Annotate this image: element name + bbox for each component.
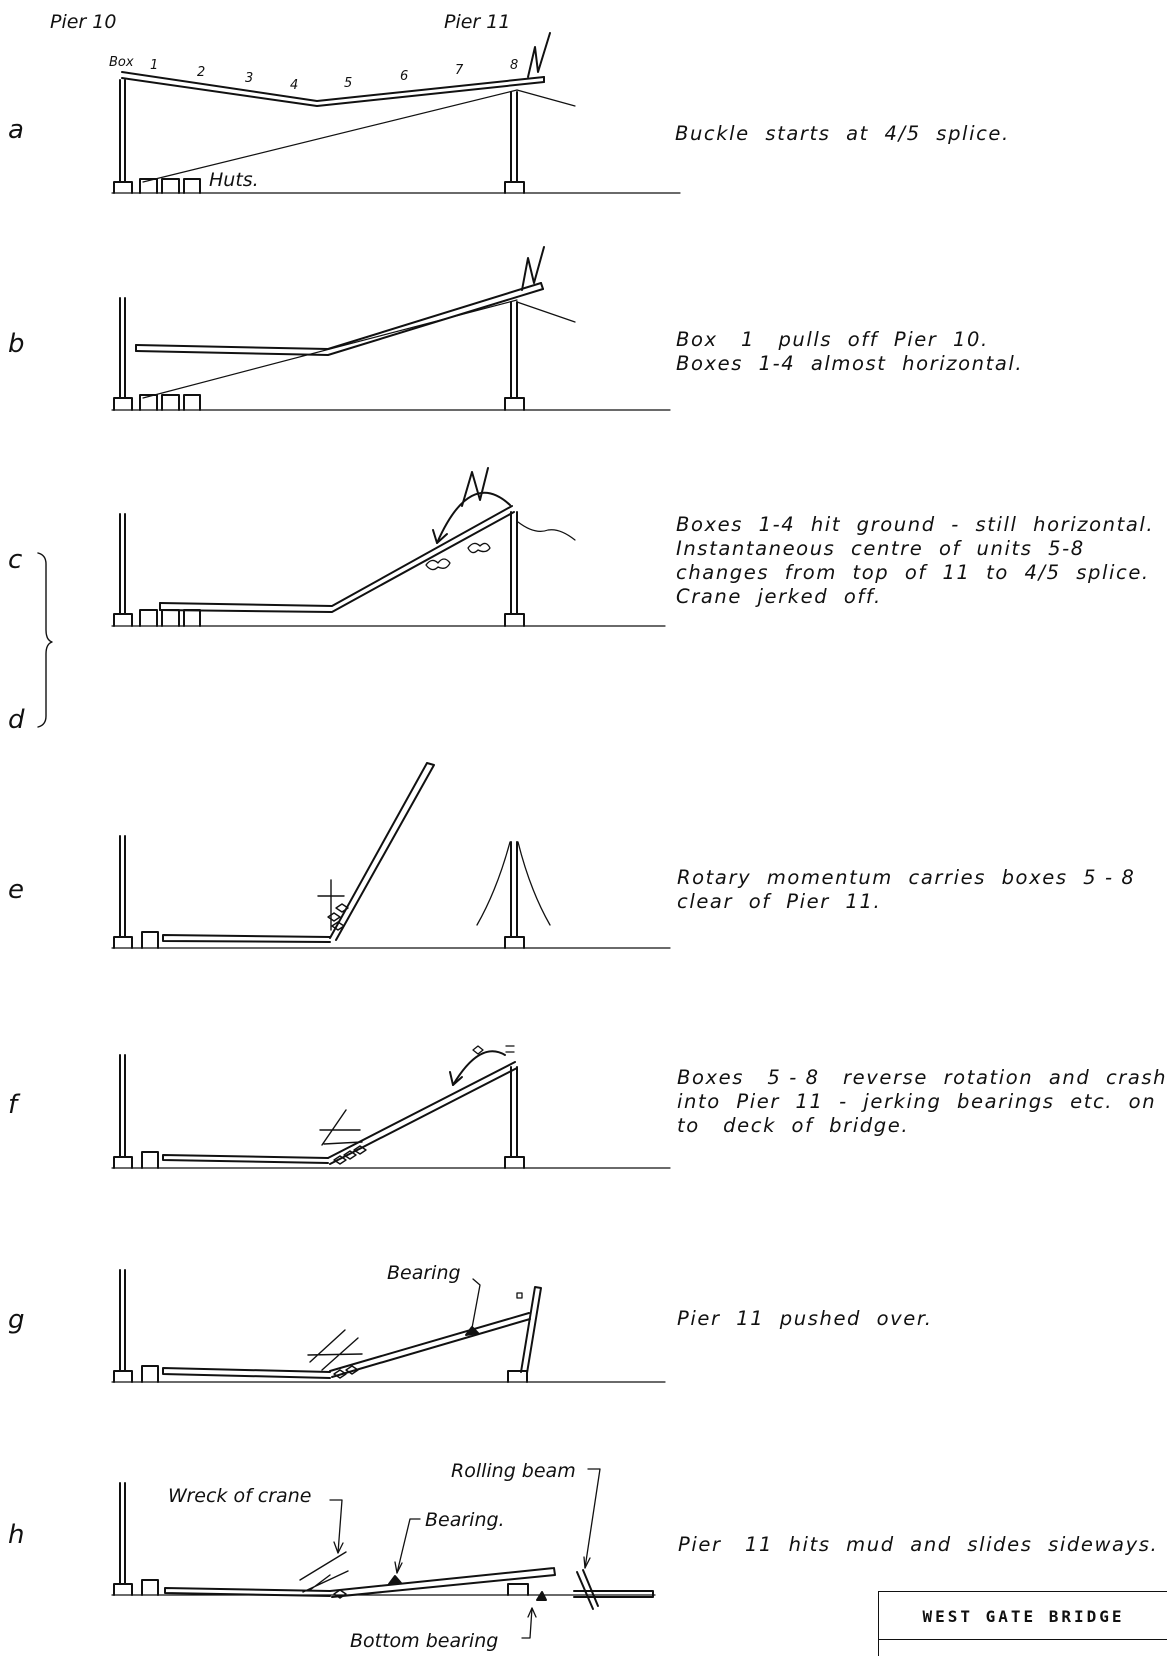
deck-span-h bbox=[164, 1567, 556, 1598]
bearing-marker-h bbox=[388, 1575, 402, 1585]
stay-line-right-a bbox=[516, 89, 576, 107]
huts-a bbox=[139, 178, 201, 194]
box-number-7: 7 bbox=[455, 63, 464, 78]
stay-line-right-b bbox=[516, 301, 576, 323]
bottom-bearing-leader-h bbox=[521, 1607, 533, 1639]
box-number-2: 2 bbox=[197, 65, 205, 80]
box-number-4: 4 bbox=[290, 78, 298, 93]
crane-a bbox=[527, 32, 551, 78]
box-number-5: 5 bbox=[344, 76, 352, 91]
crane-wreck-f bbox=[319, 1109, 367, 1165]
crane-wreck-g bbox=[307, 1329, 363, 1379]
rotation-arrow-f bbox=[452, 1050, 506, 1086]
huts-c bbox=[139, 609, 201, 627]
pier-11-f bbox=[504, 1066, 525, 1169]
pier-11-label: Pier 11 bbox=[444, 11, 510, 33]
bearing-box-g bbox=[516, 1292, 523, 1299]
wreck-of-crane-label: Wreck of crane bbox=[168, 1485, 311, 1507]
step-letter-a: a bbox=[8, 115, 24, 145]
deck-span-f bbox=[162, 1061, 518, 1165]
step-letter-d: d bbox=[8, 705, 25, 735]
pier-10-c bbox=[113, 513, 133, 627]
pier-10-h bbox=[113, 1482, 133, 1596]
step-letter-g: g bbox=[8, 1305, 25, 1335]
rolling-beam-h bbox=[573, 1569, 654, 1610]
stage-c-drawing bbox=[111, 467, 666, 627]
rolling-beam-leader-h bbox=[584, 1468, 601, 1569]
rolling-beam-label: Rolling beam bbox=[451, 1460, 576, 1482]
box-number-1: 1 bbox=[150, 58, 158, 73]
swaying-cables-e bbox=[476, 841, 551, 926]
deck-span-g bbox=[162, 1312, 531, 1379]
title-block-divider bbox=[879, 1639, 1167, 1640]
hut-f bbox=[141, 1151, 159, 1169]
bottom-bearing-label: Bottom bearing bbox=[350, 1630, 498, 1652]
step-letter-h: h bbox=[8, 1520, 24, 1550]
huts-b bbox=[139, 394, 201, 411]
box-number-8: 8 bbox=[510, 58, 518, 73]
deck-span-b bbox=[135, 282, 544, 356]
pier-11-b bbox=[504, 301, 525, 411]
caption-c: Boxes 1-4 hit ground - still horizontal.… bbox=[676, 513, 1155, 608]
bearing-leader-h bbox=[396, 1518, 421, 1574]
caption-h: Pier 11 hits mud and slides sideways. bbox=[678, 1533, 1159, 1556]
stay-line-b bbox=[142, 299, 518, 399]
caption-e: Rotary momentum carries boxes 5 - 8 clea… bbox=[677, 866, 1136, 913]
caption-f: Boxes 5 - 8 reverse rotation and crash i… bbox=[677, 1066, 1167, 1137]
bearing-marker-g bbox=[465, 1326, 479, 1336]
pier-11-g bbox=[507, 1286, 542, 1383]
pier-10-f bbox=[113, 1054, 133, 1169]
deck-span-a bbox=[121, 71, 545, 107]
pier-10-e bbox=[113, 835, 133, 949]
pier-10-label: Pier 10 bbox=[50, 11, 116, 33]
deck-span-c bbox=[159, 505, 515, 613]
pier-10-a bbox=[113, 79, 133, 194]
caption-g: Pier 11 pushed over. bbox=[677, 1307, 933, 1330]
pier-11-c bbox=[504, 511, 525, 627]
debris-c bbox=[425, 542, 491, 571]
crane-leader-h bbox=[329, 1499, 343, 1554]
bearing-label-h: Bearing. bbox=[425, 1509, 505, 1531]
crane-wreck-e bbox=[317, 879, 349, 931]
step-letter-e: e bbox=[8, 875, 24, 905]
caption-a: Buckle starts at 4/5 splice. bbox=[675, 122, 1010, 145]
stage-f-drawing bbox=[111, 1045, 671, 1169]
stage-b-drawing bbox=[111, 246, 671, 411]
title-block: WEST GATE BRIDGE bbox=[878, 1591, 1167, 1656]
pier-11-base-h bbox=[507, 1583, 529, 1596]
huts-label: Huts. bbox=[209, 169, 259, 191]
rope-c bbox=[517, 521, 576, 541]
crane-b bbox=[521, 246, 545, 291]
hut-g bbox=[141, 1365, 159, 1383]
bearing-mark-f bbox=[472, 1045, 515, 1055]
step-letter-f: f bbox=[8, 1090, 21, 1120]
bearing-label-g: Bearing bbox=[387, 1262, 461, 1284]
stay-line-a bbox=[142, 89, 518, 183]
pier-11-a bbox=[504, 91, 525, 194]
box-number-6: 6 bbox=[400, 69, 408, 84]
crane-wreck-h bbox=[299, 1551, 349, 1599]
bearing-leader-g bbox=[471, 1278, 481, 1329]
pier-10-g bbox=[113, 1269, 133, 1383]
deck-span-e bbox=[162, 762, 435, 943]
bracket-c-d bbox=[37, 552, 53, 728]
crane-c bbox=[461, 467, 489, 507]
pier-10-b bbox=[113, 297, 133, 411]
stage-e-drawing bbox=[111, 762, 671, 949]
box-label: Box bbox=[109, 55, 134, 70]
hut-e bbox=[141, 931, 159, 949]
pier-11-e bbox=[504, 841, 525, 949]
bottom-bearing-mark-h bbox=[536, 1591, 547, 1601]
step-letter-c: c bbox=[8, 545, 22, 575]
stage-g-drawing bbox=[111, 1269, 666, 1383]
stage-h-drawing bbox=[111, 1468, 656, 1639]
box-number-3: 3 bbox=[245, 71, 253, 86]
rotation-arrow-c bbox=[436, 491, 511, 544]
step-letter-b: b bbox=[8, 329, 25, 359]
stage-a-drawing bbox=[111, 32, 681, 194]
caption-b: Box 1 pulls off Pier 10. Boxes 1-4 almos… bbox=[676, 328, 1024, 375]
hut-h bbox=[141, 1579, 159, 1596]
title-block-text: WEST GATE BRIDGE bbox=[922, 1607, 1125, 1626]
